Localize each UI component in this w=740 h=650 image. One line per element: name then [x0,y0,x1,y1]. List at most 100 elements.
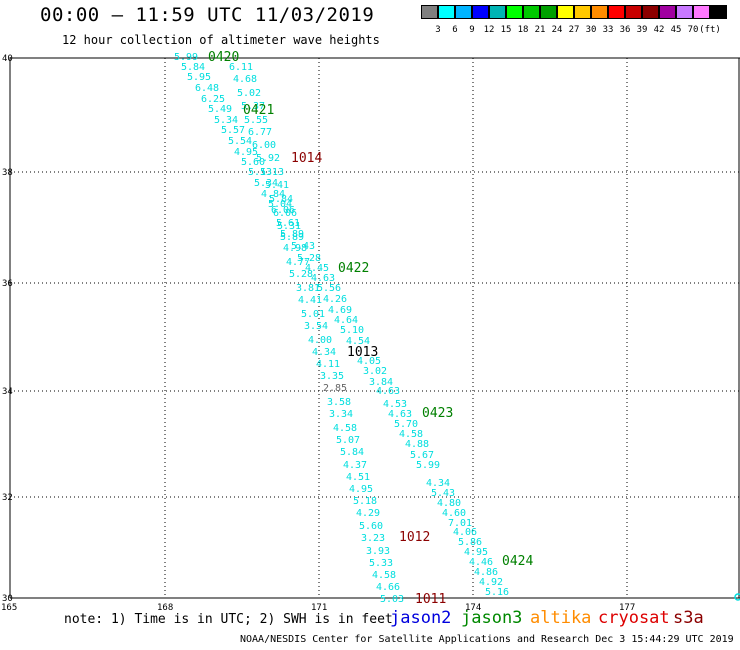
lat-tick-label: 36 [2,279,13,289]
wave-height-value: 4.64 [334,315,358,326]
wave-height-value: 4.46 [469,557,493,568]
legend-jason2: jason2 [390,608,452,628]
wave-height-value: 4.51 [346,472,370,483]
color-scale-swatch [642,5,659,19]
color-scale-label: 33 [602,25,614,35]
footnote: note: 1) Time is in UTC; 2) SWH is in fe… [64,612,393,627]
pass-time-label: 0422 [338,261,369,276]
color-scale-label: 42 [653,25,665,35]
color-scale-label: 6 [452,25,458,35]
color-scale-swatch [710,5,727,19]
wave-height-value: 5.56 [317,283,341,294]
lon-tick-label: 168 [157,603,173,613]
wave-height-value: 5.61 [276,218,300,229]
wave-height-value: 4.58 [399,429,423,440]
pass-time-label: 1013 [347,345,378,360]
wave-height-value: 4.69 [328,305,352,316]
legend-jason3: jason3 [461,608,523,628]
lon-tick-label: 177 [619,603,635,613]
wave-height-value: 5.99 [174,52,198,63]
wave-height-value: 4.63 [376,386,400,397]
color-scale-label: 12 [483,25,495,35]
wave-height-value: 4.06 [453,527,477,538]
wave-height-value: 5.92 [256,153,280,164]
wave-height-value: 5.86 [458,537,482,548]
wave-height-value: 3.84 [369,377,393,388]
color-scale-swatch [676,5,693,19]
pass-time-label: 0420 [208,50,239,65]
color-scale-label: 70 [687,25,699,35]
lat-tick-label: 34 [2,387,13,397]
color-scale-label: 30 [585,25,597,35]
pass-time-label: 0424 [502,554,533,569]
color-scale-label: 36 [619,25,631,35]
wave-height-value: 4.53 [383,399,407,410]
color-scale-swatch [693,5,710,19]
color-scale-swatch [472,5,489,19]
color-scale-swatch [506,5,523,19]
wave-height-value: 5.34 [254,178,278,189]
pass-time-label: 1014 [291,151,322,166]
wave-height-value: 5.57 [221,125,245,136]
wave-height-value: 4.58 [333,423,357,434]
lat-tick-label: 38 [2,168,13,178]
wave-height-value: 4.26 [323,294,347,305]
wave-height-value: 4.58 [372,570,396,581]
lon-tick-labels: 165 168 171 174 177 [1,603,635,613]
wave-height-value: 5.13 [248,167,272,178]
color-scale-swatch [523,5,540,19]
wave-height-value: 5.16 [485,587,509,598]
wave-height-value: 6.25 [201,94,225,105]
wave-height-value: 4.41 [298,295,322,306]
wave-height-value: 5.02 [237,88,261,99]
wave-height-value: 2.85 [323,383,347,394]
wave-height-value: 4.95 [234,147,258,158]
pass-time-label: 0423 [422,406,453,421]
wave-height-value: 4.88 [405,439,429,450]
wave-height-value: 5.43 [431,488,455,499]
color-scale-swatch [438,5,455,19]
wave-height-value: 6.00 [252,140,276,151]
wave-height-value: 4.95 [349,484,373,495]
wave-height-value: 6.48 [195,83,219,94]
pass-time-label: 1011 [415,592,446,607]
color-scale-swatch [557,5,574,19]
color-scale-label: (ft) [699,25,721,35]
pass-time-label: 0421 [243,103,274,118]
wave-height-value: 5.31 [277,221,301,232]
color-scale-swatch [574,5,591,19]
wave-height-value: 4.77 [286,257,310,268]
wave-height-value: 4.98 [283,243,307,254]
color-scale-swatch [659,5,676,19]
wave-height-value: 5.84 [181,62,205,73]
wave-height-value: 7.01 [448,518,472,529]
legend-s3a: s3a [673,608,704,628]
wave-height-value: 4.54 [346,336,370,347]
wave-height-value: 5.37 [241,101,265,112]
wave-height-value: 4.86 [474,567,498,578]
wave-height-value: 5.10 [340,325,364,336]
wave-height-value: 6.06 [273,208,297,219]
wave-height-observations: 5.995.845.956.486.255.495.345.575.544.95… [174,52,509,605]
color-scale-swatch [608,5,625,19]
wave-height-value: 6.77 [248,127,272,138]
pass-time-label: 1012 [399,530,430,545]
wave-height-value: 4.84 [261,189,285,200]
color-scale-label: 9 [469,25,475,35]
wave-height-value: 5.84 [340,447,364,458]
wave-height-value: 5.60 [241,157,265,168]
wave-height-value: 4.29 [356,508,380,519]
wave-height-value: 5.01 [301,309,325,320]
wave-height-value: 5.28 [297,253,321,264]
wave-height-value: 5.43 [291,241,315,252]
wave-height-value: 5.04 [268,199,292,210]
color-scale-label: 45 [670,25,682,35]
color-scale-swatch [489,5,506,19]
wave-height-value: 5.60 [359,521,383,532]
color-scale-swatch [455,5,472,19]
wave-height-value: 4.45 [305,263,329,274]
lat-tick-label: 32 [2,493,13,503]
wave-height-value: 5.07 [336,435,360,446]
wave-height-value: 5.67 [410,450,434,461]
